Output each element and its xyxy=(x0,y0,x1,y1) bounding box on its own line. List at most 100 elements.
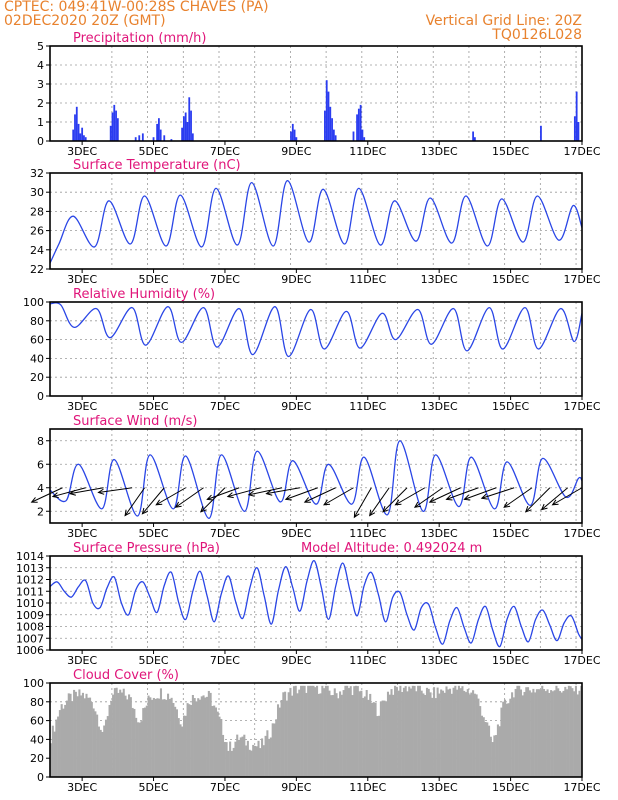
cloud-bar xyxy=(292,686,296,777)
rh-xtick-label: 15DEC xyxy=(492,400,529,413)
cloud-bar xyxy=(537,689,540,777)
cloud-bar xyxy=(273,723,276,777)
cloud-bar xyxy=(355,685,358,777)
cloud-bar xyxy=(553,690,556,777)
cloud-bar xyxy=(115,687,118,777)
temp-series-line xyxy=(50,180,582,264)
cloud-bar xyxy=(440,689,443,777)
temp-ytick-label: 30 xyxy=(30,186,44,199)
cloud-bar xyxy=(479,706,482,777)
cloud-bar xyxy=(541,685,544,777)
cloud-bar xyxy=(353,686,356,777)
cloud-bar xyxy=(190,705,193,777)
cloud-bar xyxy=(223,741,226,777)
cloud-bar xyxy=(420,690,423,777)
pressure-xtick-label: 15DEC xyxy=(492,654,529,667)
cloud-bar xyxy=(482,717,485,777)
cloud-bar xyxy=(195,701,198,777)
rh-ytick-label: 80 xyxy=(30,315,44,328)
cloud-xtick-label: 15DEC xyxy=(492,781,529,794)
wind-frame xyxy=(49,428,583,524)
wind-vector-head xyxy=(51,492,59,499)
cloud-bar xyxy=(188,704,191,777)
cloud-bar xyxy=(525,687,528,777)
cloud-bar xyxy=(259,748,262,777)
cloud-bar xyxy=(96,714,99,777)
cloud-bar xyxy=(347,688,350,777)
precip-bar xyxy=(540,125,542,141)
cloud-bar xyxy=(378,715,381,777)
wind-vector xyxy=(142,487,165,515)
cloud-bar xyxy=(218,716,221,777)
temp-xtick-label: 17DEC xyxy=(563,273,600,286)
cloud-bar xyxy=(261,738,264,777)
cloud-bar xyxy=(399,685,402,777)
cloud-bar xyxy=(372,702,375,777)
cloud-bar xyxy=(461,686,464,777)
rh-title: Relative Humidity (%) xyxy=(73,287,215,302)
cloud-xtick-label: 11DEC xyxy=(349,781,386,794)
header-station: CPTEC: 049:41W-00:28S CHAVES (PA) xyxy=(4,0,269,15)
precip-bar xyxy=(327,91,330,141)
rh-panel: 0 20 40 60 80 100 3DEC 5DEC 7DEC 9DEC 11DEC 13DEC 15… xyxy=(23,287,601,413)
precip-bar xyxy=(359,104,362,141)
cloud-bar xyxy=(278,707,281,777)
cloud-bar xyxy=(370,702,374,777)
cloud-bar xyxy=(374,702,377,777)
wind-ytick-label: 6 xyxy=(37,458,44,471)
cloud-bar xyxy=(544,691,547,777)
cloud-bar xyxy=(480,715,483,777)
cloud-bar xyxy=(245,745,248,777)
pressure-ytick-label: 1012 xyxy=(16,574,44,587)
cloud-bar xyxy=(181,726,184,777)
precip-bar xyxy=(75,106,78,141)
cloud-bar xyxy=(566,689,569,777)
cloud-xtick-label: 17DEC xyxy=(563,781,600,794)
wind-panel: 2 4 6 8 3DEC 5DEC 7DEC 9DEC 11DEC 13DEC 15DEC 17DEC… xyxy=(30,414,601,540)
cloud-bar xyxy=(558,691,562,777)
rh-xtick-label: 9DEC xyxy=(281,400,311,413)
cloud-bar xyxy=(179,724,182,777)
wind-vector xyxy=(248,487,283,496)
rh-xtick-label: 7DEC xyxy=(210,400,240,413)
rh-xtick-label: 3DEC xyxy=(67,400,97,413)
precip-bar xyxy=(191,133,194,141)
cloud-bar xyxy=(110,700,113,777)
wind-vector xyxy=(525,487,551,513)
cloud-bar xyxy=(468,694,471,777)
cloud-bar xyxy=(505,703,508,777)
temp-xtick-label: 13DEC xyxy=(421,273,458,286)
cloud-bar xyxy=(449,688,452,777)
pressure-xtick-label: 11DEC xyxy=(349,654,386,667)
cloud-ytick-label: 100 xyxy=(23,677,44,690)
cloud-bar xyxy=(198,699,202,777)
cloud-bar xyxy=(300,685,303,777)
cloud-bar xyxy=(564,686,567,777)
precip-bar xyxy=(290,131,292,141)
cloud-bar xyxy=(204,697,207,777)
temp-xtick-label: 3DEC xyxy=(67,273,97,286)
cloud-bar xyxy=(429,692,432,777)
temp-ytick-label: 28 xyxy=(30,205,44,218)
cloud-bar xyxy=(287,692,290,777)
wind-vector-head xyxy=(480,493,488,500)
cloud-bar xyxy=(136,722,139,777)
cloud-bar xyxy=(573,691,576,777)
precip-bar xyxy=(72,129,75,141)
wind-vector-head xyxy=(68,489,76,496)
temp-xtick-label: 15DEC xyxy=(492,273,529,286)
rh-xtick-label: 5DEC xyxy=(138,400,168,413)
cloud-ytick-label: 80 xyxy=(30,696,44,709)
precip-xtick-label: 5DEC xyxy=(138,145,168,158)
cloud-bar xyxy=(550,690,553,777)
precip-bar xyxy=(361,129,364,141)
cloud-bar xyxy=(523,691,526,777)
cloud-bar xyxy=(314,687,317,777)
precip-xtick-label: 9DEC xyxy=(281,145,311,158)
wind-vector-head xyxy=(323,499,331,506)
cloud-bar xyxy=(464,692,468,777)
cloud-bar xyxy=(216,711,219,777)
cloud-bar xyxy=(147,695,150,777)
cloud-bar xyxy=(250,750,253,777)
